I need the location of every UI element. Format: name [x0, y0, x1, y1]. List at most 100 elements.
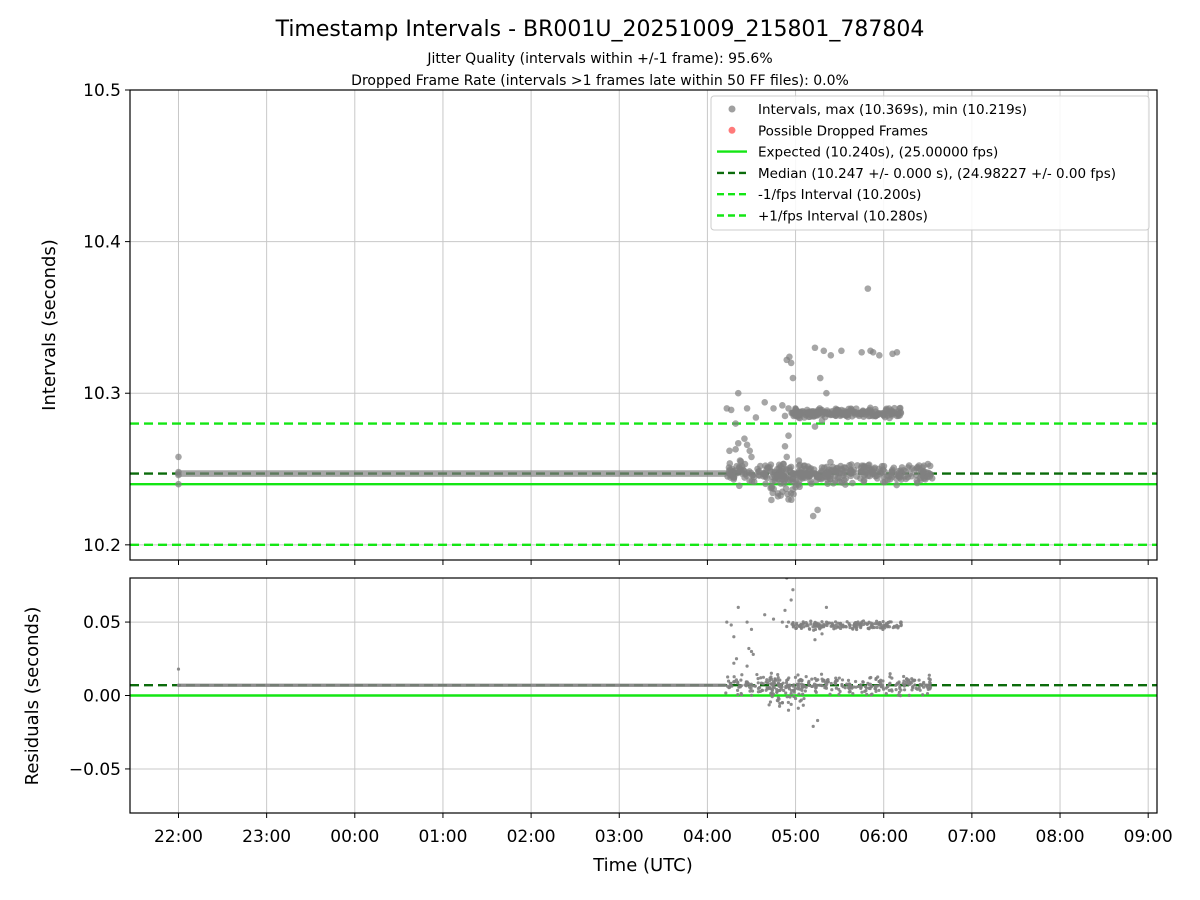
interval-point — [797, 692, 801, 696]
interval-point — [853, 679, 858, 684]
interval-point — [863, 684, 868, 689]
interval-point — [771, 617, 776, 621]
interval-point — [918, 688, 922, 692]
interval-point — [749, 682, 753, 686]
interval-point — [868, 686, 872, 691]
legend-marker — [728, 126, 736, 134]
interval-point — [746, 477, 753, 485]
interval-point — [175, 471, 182, 479]
interval-point — [816, 374, 824, 382]
interval-point — [913, 683, 917, 687]
interval-point — [782, 688, 786, 693]
interval-point — [786, 353, 793, 361]
interval-point — [777, 480, 785, 487]
interval-point — [917, 678, 921, 682]
interval-point — [743, 441, 751, 449]
interval-point — [764, 464, 771, 471]
interval-point — [778, 701, 782, 706]
interval-point — [726, 679, 731, 683]
interval-point — [814, 506, 821, 514]
interval-point — [886, 409, 893, 417]
interval-point — [789, 374, 797, 382]
interval-point — [796, 706, 800, 710]
interval-point — [860, 462, 867, 470]
y-tick-label: 10.5 — [83, 81, 121, 101]
interval-point — [830, 479, 837, 487]
interval-point — [819, 672, 824, 676]
interval-point — [807, 683, 811, 688]
interval-point — [845, 620, 849, 624]
interval-point — [804, 675, 808, 679]
interval-point — [918, 682, 922, 687]
interval-point — [910, 677, 914, 681]
interval-point — [732, 661, 736, 665]
interval-point — [787, 489, 795, 497]
interval-point — [813, 638, 817, 642]
interval-point — [846, 461, 853, 469]
interval-point — [803, 471, 811, 478]
interval-point — [761, 675, 766, 679]
interval-point — [779, 488, 786, 496]
interval-point — [788, 683, 792, 687]
legend-marker — [728, 105, 736, 113]
interval-point — [811, 724, 815, 728]
interval-point — [746, 447, 754, 455]
interval-point — [751, 652, 755, 656]
interval-point — [807, 627, 812, 631]
interval-point — [796, 673, 800, 677]
interval-point — [882, 623, 886, 627]
interval-point — [775, 687, 779, 692]
interval-point — [925, 691, 930, 696]
interval-point — [726, 675, 730, 679]
interval-point — [869, 348, 877, 356]
interval-point — [847, 687, 851, 691]
interval-point — [776, 673, 780, 677]
interval-point — [853, 621, 858, 625]
interval-point — [814, 678, 819, 683]
interval-point — [830, 621, 834, 625]
interval-point — [732, 420, 739, 427]
interval-point — [818, 417, 826, 424]
interval-point — [769, 682, 773, 686]
interval-point — [809, 622, 813, 626]
interval-point — [890, 688, 894, 692]
interval-point — [737, 458, 745, 465]
interval-point — [849, 479, 856, 487]
interval-point — [855, 624, 859, 629]
x-tick-label: 00:00 — [330, 827, 379, 847]
interval-point — [800, 688, 804, 692]
interval-point — [859, 683, 863, 687]
interval-point — [794, 409, 801, 417]
interval-point — [743, 405, 751, 412]
interval-point — [785, 624, 789, 629]
interval-point — [897, 690, 901, 694]
x-tick-label: 06:00 — [859, 827, 908, 847]
interval-point — [756, 686, 761, 691]
interval-point — [902, 679, 906, 683]
interval-point — [889, 620, 893, 624]
y-tick-label: 0.00 — [83, 687, 121, 707]
interval-point — [756, 690, 761, 694]
interval-point — [852, 685, 856, 689]
interval-point — [894, 688, 898, 692]
interval-point — [848, 623, 852, 627]
interval-point — [820, 632, 824, 636]
residuals-panel: −0.05 0.00 0.05 22:00 23:00 00:00 01:00 02:00 0… — [22, 577, 1173, 876]
legend-label: Intervals, max (10.369s), min (10.219s) — [758, 102, 1027, 118]
interval-point — [840, 678, 845, 682]
interval-point — [872, 625, 877, 630]
interval-point — [732, 469, 740, 477]
interval-point — [862, 411, 870, 418]
intervals-panel: 10.2 10.3 10.4 10.5 Intervals (seconds) Int… — [39, 81, 1158, 565]
interval-point — [738, 468, 746, 476]
residuals-y-ticks: −0.05 0.00 0.05 — [69, 613, 130, 780]
interval-point — [818, 627, 822, 631]
interval-point — [919, 468, 927, 475]
interval-point — [781, 442, 789, 450]
interval-point — [891, 625, 895, 630]
interval-point — [836, 625, 840, 629]
interval-point — [780, 701, 784, 705]
interval-point — [924, 473, 931, 481]
interval-point — [899, 623, 903, 627]
interval-point — [830, 688, 834, 692]
